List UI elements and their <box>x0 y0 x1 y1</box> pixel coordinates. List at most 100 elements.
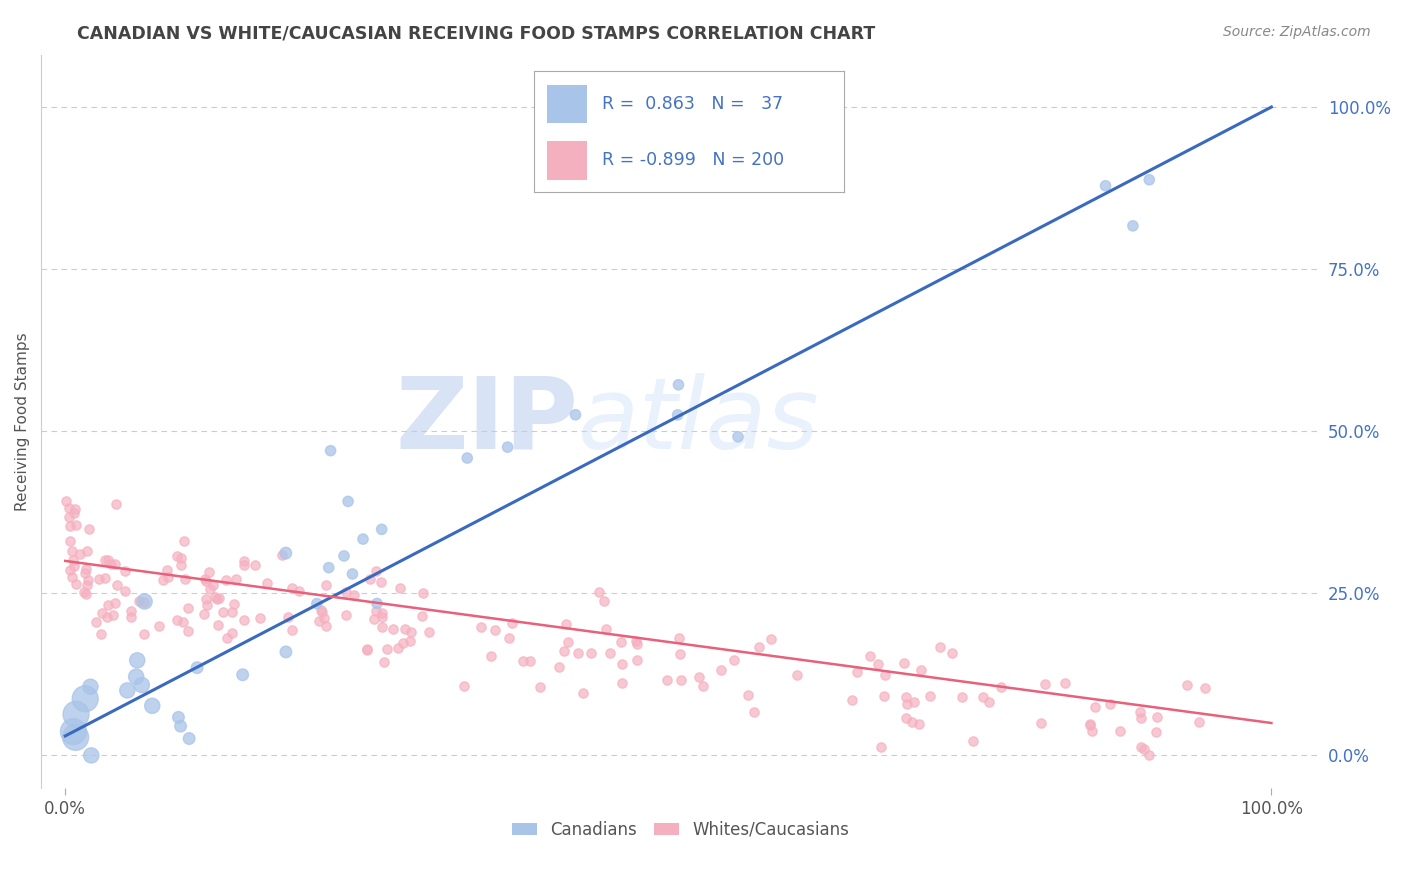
Point <box>748 640 770 654</box>
Point <box>75 562 97 576</box>
Point <box>1146 710 1168 724</box>
Point <box>626 637 648 651</box>
Text: Source: ZipAtlas.com: Source: ZipAtlas.com <box>1223 25 1371 39</box>
Point <box>105 497 128 511</box>
Point <box>315 619 337 633</box>
Point <box>870 739 893 754</box>
Point <box>84 615 107 629</box>
Point <box>65 707 87 722</box>
Point <box>205 592 228 607</box>
Point <box>59 519 82 533</box>
Point <box>910 663 932 677</box>
Point <box>274 645 297 659</box>
Point <box>610 657 633 671</box>
Point <box>356 643 378 657</box>
Point <box>221 626 243 640</box>
Point <box>841 692 863 706</box>
Point <box>610 635 633 649</box>
Point <box>128 594 150 608</box>
Point <box>225 572 247 586</box>
Point <box>893 657 915 671</box>
Point <box>588 585 610 599</box>
Point <box>599 646 621 660</box>
Point <box>418 625 440 640</box>
Point <box>195 598 218 612</box>
Point <box>356 642 378 657</box>
Point <box>308 614 330 628</box>
Point <box>1099 698 1122 712</box>
Point <box>375 641 398 656</box>
Point <box>1035 676 1057 690</box>
Point <box>908 717 931 731</box>
Point <box>63 558 86 573</box>
Point <box>547 660 569 674</box>
Point <box>96 610 118 624</box>
Point <box>156 563 179 577</box>
Point <box>127 653 149 667</box>
Point <box>114 584 136 599</box>
Point <box>169 719 191 733</box>
Point <box>918 689 941 703</box>
Point <box>170 550 193 565</box>
Point <box>1080 724 1102 739</box>
Point <box>104 557 127 571</box>
Point <box>94 553 117 567</box>
Point <box>58 534 80 549</box>
Text: atlas: atlas <box>578 373 820 470</box>
Point <box>79 522 101 536</box>
Point <box>80 748 103 763</box>
Point <box>896 711 918 725</box>
Point <box>572 685 595 699</box>
Point <box>512 654 534 668</box>
Point <box>221 605 243 619</box>
Point <box>786 667 808 681</box>
Point <box>412 585 434 599</box>
Point <box>97 553 120 567</box>
Point <box>232 558 254 573</box>
Point <box>204 590 226 604</box>
Point <box>100 557 122 571</box>
Point <box>101 607 124 622</box>
Point <box>232 613 254 627</box>
Point <box>281 624 304 638</box>
Point <box>370 574 392 589</box>
Point <box>352 532 374 546</box>
Point <box>94 571 117 585</box>
Point <box>132 595 155 609</box>
Point <box>845 665 868 679</box>
Point <box>470 620 492 634</box>
Point <box>626 653 648 667</box>
Bar <box>547 85 586 123</box>
Point <box>901 714 924 729</box>
Point <box>593 594 616 608</box>
Point <box>333 549 356 563</box>
Point <box>173 534 195 549</box>
Point <box>941 646 963 660</box>
Point <box>215 632 238 646</box>
Point <box>484 623 506 637</box>
Point <box>666 408 689 422</box>
Point <box>896 698 918 712</box>
Point <box>277 610 299 624</box>
Point <box>198 565 221 579</box>
Point <box>1137 748 1160 763</box>
Text: R = -0.899   N = 200: R = -0.899 N = 200 <box>602 152 785 169</box>
Point <box>366 564 388 578</box>
Point <box>170 558 193 572</box>
Point <box>399 624 422 639</box>
Point <box>1175 678 1198 692</box>
Point <box>166 549 188 563</box>
Point <box>311 603 333 617</box>
Text: R =  0.863   N =   37: R = 0.863 N = 37 <box>602 95 783 113</box>
Point <box>174 572 197 586</box>
Point <box>148 619 170 633</box>
Point <box>120 604 142 618</box>
Point <box>121 610 143 624</box>
Point <box>595 622 617 636</box>
Point <box>759 632 782 646</box>
Point <box>65 731 87 745</box>
Point <box>59 563 82 577</box>
Legend: Canadians, Whites/Caucasians: Canadians, Whites/Caucasians <box>505 814 855 846</box>
Point <box>363 612 385 626</box>
Point <box>387 640 409 655</box>
